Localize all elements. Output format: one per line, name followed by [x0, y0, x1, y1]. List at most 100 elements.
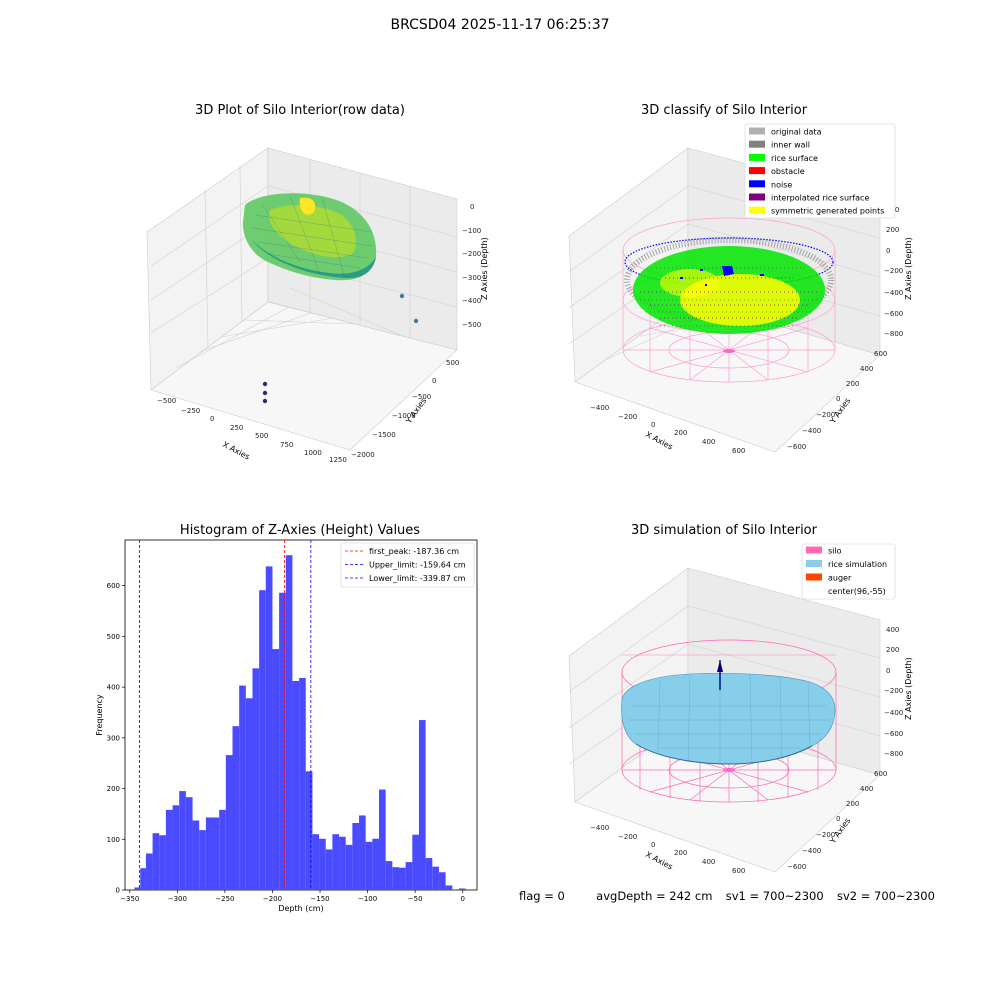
x-tick-label: 0 [460, 895, 464, 903]
panel3-ylabel: Frequency [95, 694, 104, 736]
y-tick-label: 300 [107, 734, 120, 742]
histogram-bar [458, 888, 466, 890]
histogram-bar [325, 849, 333, 890]
panel3-xlabel: Depth (cm) [278, 904, 323, 913]
legend-label: first_peak: -187.36 cm [369, 547, 459, 556]
panel4-title: 3D simulation of Silo Interior [631, 523, 817, 538]
histogram-bar [312, 834, 320, 890]
x-tick-label: −350 [120, 895, 139, 903]
histogram-bar [219, 809, 226, 890]
panel2-inner-wall-dots [640, 267, 818, 327]
panel1-title: 3D Plot of Silo Interior(row data) [195, 103, 405, 118]
panel2-interpolated-rice [640, 277, 820, 319]
histogram-bar [205, 817, 213, 890]
histogram-bar [385, 861, 393, 890]
histogram-bar [134, 887, 141, 890]
panel1-xtick: 1250 [329, 456, 347, 464]
panel2-symmetric-points-left [660, 269, 720, 297]
histogram-bar [305, 771, 313, 890]
x-tick-label: −200 [263, 895, 282, 903]
panel1-outlier-point [262, 381, 268, 387]
histogram-bar [179, 791, 186, 890]
histogram-bar [425, 858, 433, 890]
footer-sv1: sv1 = 700~2300 [725, 889, 824, 903]
panel4-xlabel: X Axies [644, 850, 674, 872]
panel2-xtick: −200 [618, 413, 637, 421]
legend-swatch [749, 180, 765, 188]
panel2-zlabel: Z Axies (Depth) [904, 237, 913, 300]
legend-swatch [749, 167, 765, 175]
histogram-bar [232, 726, 240, 890]
panel1-point-cloud-crest [299, 197, 316, 215]
panel2-ztick: −400 [884, 289, 903, 297]
panel4-ytick: 400 [860, 785, 873, 793]
panel1-point-cloud-front [252, 240, 376, 279]
x-tick-label: −50 [408, 895, 423, 903]
x-tick-label: −100 [358, 895, 377, 903]
panel4-xtick: −200 [618, 833, 637, 841]
histogram-bar [372, 838, 380, 890]
histogram-bar [165, 809, 173, 890]
legend-label: interpolated rice surface [771, 194, 869, 203]
panel2-yticks: −600 −400 −200 0 200 400 600 [787, 350, 887, 451]
x-tick-label: −150 [310, 895, 329, 903]
histogram-bar [285, 555, 293, 890]
panel4-xtick: 0 [651, 841, 655, 849]
panel2-noise-cluster [722, 266, 734, 276]
panel2-ztick: −200 [884, 267, 903, 275]
panel2-ytick: 400 [860, 365, 873, 373]
panel4-xtick: 600 [732, 867, 745, 875]
panel4-xtick: −400 [590, 824, 609, 832]
panel4-rice-mesh [628, 673, 830, 765]
panel2-xtick: 0 [651, 421, 655, 429]
histogram-bar [319, 838, 326, 890]
histogram-bar [145, 853, 153, 890]
panel2-ztick: −800 [884, 330, 903, 338]
panel2-ytick: −400 [802, 427, 821, 435]
histogram-bar [192, 820, 200, 890]
histogram-bar [225, 755, 233, 890]
histogram-bar [292, 681, 300, 890]
x-tick-label: −250 [215, 895, 234, 903]
panel2-bottom-noise [723, 349, 735, 353]
histogram-bar [365, 841, 373, 890]
histogram-bar [432, 866, 439, 890]
panel4-ztick: −200 [884, 687, 903, 695]
histogram-bar [272, 649, 280, 890]
panel2-xtick: 200 [674, 429, 687, 437]
panel1-ytick: −2000 [351, 451, 375, 459]
panel1-axes-panes [146, 147, 458, 451]
panel1-rice-point-cloud [242, 193, 377, 281]
panel1-ytick: −500 [412, 393, 431, 401]
status-footer: flag = 0 avgDepth = 242 cm sv1 = 700~230… [519, 889, 935, 903]
panel4-ztick: −800 [884, 750, 903, 758]
histogram-bar [140, 868, 146, 890]
panel2-ztick: −600 [884, 310, 903, 318]
y-tick-label: 200 [107, 785, 120, 793]
legend-label: original data [771, 128, 822, 137]
panel4-zticks: 400 200 0 −200 −400 −600 −800 [884, 626, 903, 758]
y-tick-label: 0 [116, 887, 120, 895]
panel1-ytick: −1500 [372, 431, 396, 439]
legend-swatch [806, 546, 822, 554]
histogram-bar [212, 817, 220, 890]
panel2-ytick: 200 [846, 380, 859, 388]
panel4-ztick: −400 [884, 709, 903, 717]
panel4-legend: silo rice simulation auger center(96,-55) [801, 543, 896, 600]
panel2-title: 3D classify of Silo Interior [640, 103, 808, 118]
panel1-yticks: −2000 −1500 −1000 −500 0 500 [351, 359, 459, 459]
panel3-title: Histogram of Z-Axies (Height) Values [179, 523, 421, 538]
footer-sv2: sv2 = 700~2300 [836, 889, 935, 903]
panel2-3d-classify: −400 −200 0 200 400 600 X Axies −600 −40… [568, 123, 913, 455]
histogram-bar [398, 867, 406, 890]
histogram-bar [259, 590, 266, 890]
panel1-xtick: 1000 [304, 449, 322, 457]
legend-label: rice surface [771, 154, 818, 163]
histogram-bar [445, 885, 453, 890]
panel1-xtick: −250 [181, 407, 200, 415]
panel2-xtick: −400 [590, 404, 609, 412]
panel1-point-cloud-hatch [251, 195, 373, 279]
panel1-xtick: 750 [280, 441, 293, 449]
panel4-rice-front-rim [635, 743, 813, 765]
histogram-bar [359, 815, 366, 890]
